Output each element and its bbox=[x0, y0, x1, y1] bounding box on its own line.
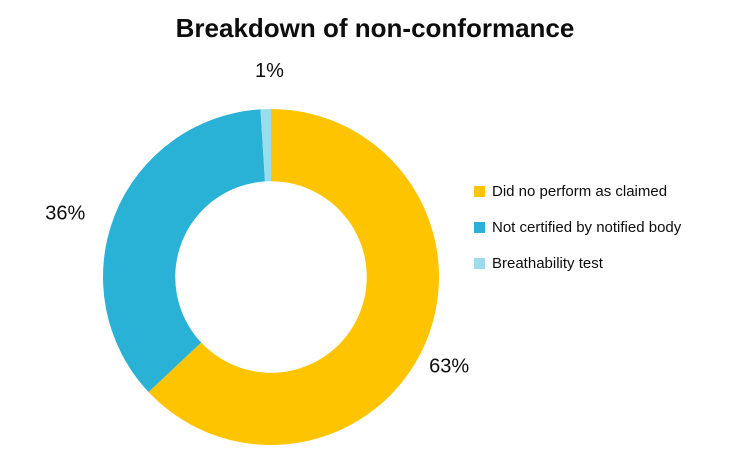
legend-item-0: Did no perform as claimed bbox=[474, 180, 681, 202]
donut-slice-1 bbox=[103, 109, 265, 393]
legend-label-2: Breathability test bbox=[492, 254, 603, 272]
legend-swatch-1 bbox=[474, 221, 485, 233]
chart-legend: Did no perform as claimed Not certified b… bbox=[474, 180, 681, 288]
donut-slice-2 bbox=[260, 109, 271, 182]
legend-label-1: Not certified by notified body bbox=[492, 218, 682, 236]
legend-item-2: Breathability test bbox=[474, 252, 681, 274]
legend-item-1: Not certified by notified body bbox=[474, 216, 681, 238]
legend-swatch-0 bbox=[474, 185, 485, 197]
legend-swatch-2 bbox=[474, 257, 485, 269]
data-label-1: 36% bbox=[45, 202, 85, 224]
legend-label-0: Did no perform as claimed bbox=[492, 182, 668, 200]
chart-title: Breakdown of non-conformance bbox=[175, 13, 575, 43]
data-label-0: 63% bbox=[429, 356, 469, 378]
donut-slice-0 bbox=[148, 109, 439, 445]
data-label-2: 1% bbox=[255, 60, 284, 82]
